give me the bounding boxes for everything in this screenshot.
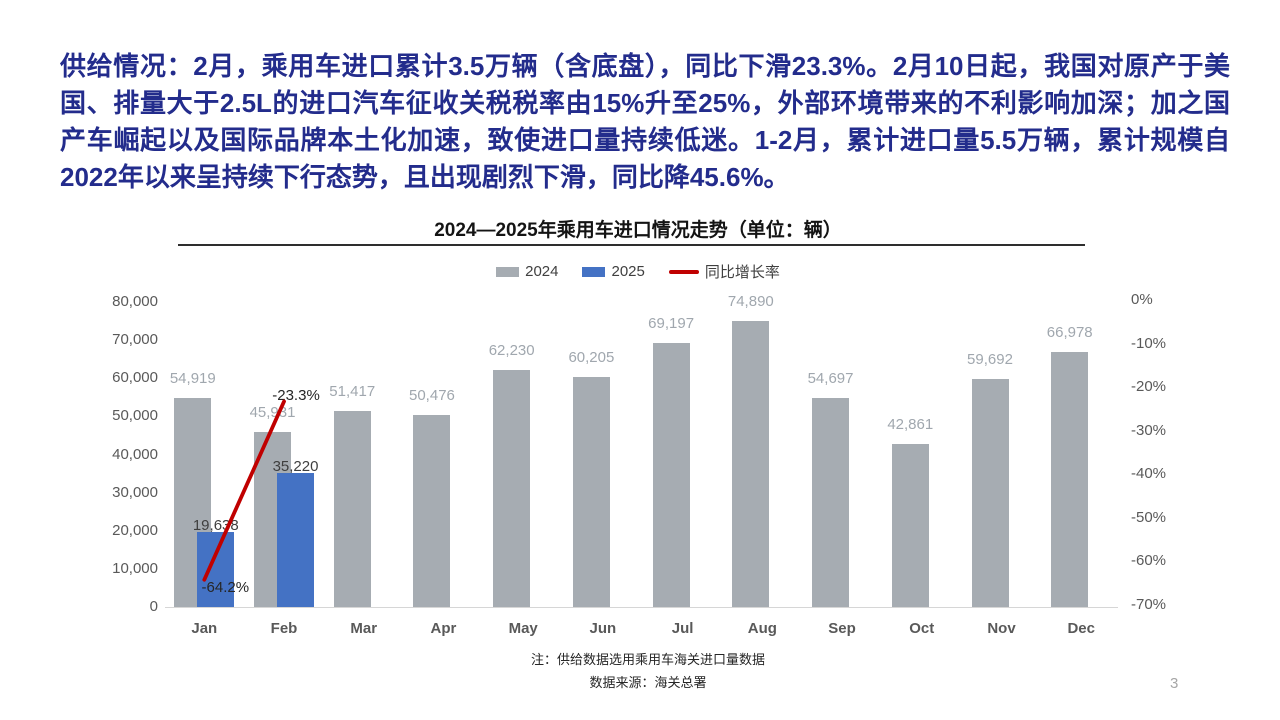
x-axis-label-dec: Dec xyxy=(1067,620,1095,637)
bar-label-2024-feb: 45,931 xyxy=(249,403,296,421)
bar-label-2024-jun: 60,205 xyxy=(568,349,615,367)
chart-footnote: 注：供给数据选用乘用车海关进口量数据 xyxy=(530,652,765,667)
right-axis-tick-0: 0% xyxy=(1131,291,1153,308)
bar-2024-jun xyxy=(572,377,610,607)
legend-item-2024: 2024 xyxy=(496,263,558,280)
legend-label-growth-rate: 同比增长率 xyxy=(704,264,780,281)
bar-label-2024-apr: 50,476 xyxy=(409,386,455,404)
legend-item-2025: 2025 xyxy=(582,263,645,280)
bar-2024-nov xyxy=(971,379,1009,607)
x-axis-label-jun: Jun xyxy=(589,620,617,637)
chart-title: 2024—2025年乘用车进口情况走势（单位：辆） xyxy=(434,220,842,241)
bar-2024-mar xyxy=(333,410,371,607)
bar-label-2024-jan: 54,919 xyxy=(169,369,216,387)
x-axis-label-nov: Nov xyxy=(987,620,1016,637)
x-axis-label-jan: Jan xyxy=(191,620,218,637)
x-axis-label-jul: Jul xyxy=(671,620,694,637)
bar-label-2024-may: 62,230 xyxy=(488,341,535,359)
page-number: 3 xyxy=(1170,675,1179,692)
bar-2024-sep xyxy=(812,398,850,607)
bar-label-2024-jul: 69,197 xyxy=(648,315,695,333)
left-axis-tick-50000: 50,000 xyxy=(112,407,158,425)
bar-label-2024-oct: 42,861 xyxy=(887,415,934,433)
bar-label-2025-jan: 19,638 xyxy=(192,517,239,535)
x-axis-label-apr: Apr xyxy=(430,620,457,637)
growth-label-jan: -64.2% xyxy=(201,578,250,596)
bar-2024-apr xyxy=(413,414,451,607)
left-axis-tick-40000: 40,000 xyxy=(112,445,158,463)
legend-swatch-2024-icon xyxy=(496,266,520,277)
left-axis-tick-0: 0 xyxy=(149,598,158,615)
right-axis-tick--20: -20% xyxy=(1131,378,1167,396)
left-axis-tick-70000: 70,000 xyxy=(112,331,158,349)
left-axis-tick-80000: 80,000 xyxy=(112,293,158,310)
legend-item-growth-rate: 同比增长率 xyxy=(668,261,780,282)
title-underline xyxy=(178,244,1085,246)
bar-2025-feb xyxy=(277,472,315,607)
left-axis-tick-20000: 20,000 xyxy=(112,521,158,539)
legend-swatch-growth-line-icon xyxy=(668,269,699,274)
x-axis-label-oct: Oct xyxy=(909,620,935,637)
bar-2024-may xyxy=(493,369,531,607)
right-axis-tick--70: -70% xyxy=(1131,596,1167,613)
x-axis-label-may: May xyxy=(508,620,538,637)
bar-label-2025-feb: 35,220 xyxy=(272,457,319,475)
x-axis-label-sep: Sep xyxy=(828,620,856,637)
legend-label-2025: 2025 xyxy=(611,263,645,280)
right-axis-tick--50: -50% xyxy=(1131,508,1167,526)
bar-label-2024-dec: 66,978 xyxy=(1046,323,1093,341)
x-axis-line xyxy=(165,607,1118,608)
bar-label-2024-aug: 74,890 xyxy=(727,293,774,311)
bar-label-2024-nov: 59,692 xyxy=(967,351,1013,369)
x-axis-label-feb: Feb xyxy=(270,620,298,637)
bar-label-2024-mar: 51,417 xyxy=(329,382,376,400)
left-axis-tick-30000: 30,000 xyxy=(112,483,158,501)
left-axis-tick-10000: 10,000 xyxy=(112,559,158,577)
x-axis-label-aug: Aug xyxy=(747,620,777,637)
bar-label-2024-sep: 54,697 xyxy=(807,370,854,388)
bar-2024-dec xyxy=(1051,351,1089,607)
x-axis-label-mar: Mar xyxy=(350,620,378,637)
summary-text: 供给情况：2月，乘用车进口累计3.5万辆（含底盘），同比下滑23.3%。2月10… xyxy=(60,51,1230,192)
right-axis-tick--10: -10% xyxy=(1131,334,1167,352)
growth-label-feb: -23.3% xyxy=(272,386,320,404)
chart-legend: 2024 2025 同比增长率 xyxy=(178,261,1098,282)
bar-2024-aug xyxy=(732,321,770,607)
left-axis-tick-60000: 60,000 xyxy=(112,369,158,387)
bar-2024-jul xyxy=(652,343,690,607)
bar-2024-oct xyxy=(891,443,929,607)
legend-swatch-2025-icon xyxy=(582,266,606,277)
data-source-note: 数据来源：海关总署 xyxy=(589,675,707,690)
right-axis-tick--40: -40% xyxy=(1131,465,1167,483)
right-axis-tick--30: -30% xyxy=(1131,421,1167,439)
legend-label-2024: 2024 xyxy=(525,263,559,280)
right-axis-tick--60: -60% xyxy=(1131,552,1167,570)
